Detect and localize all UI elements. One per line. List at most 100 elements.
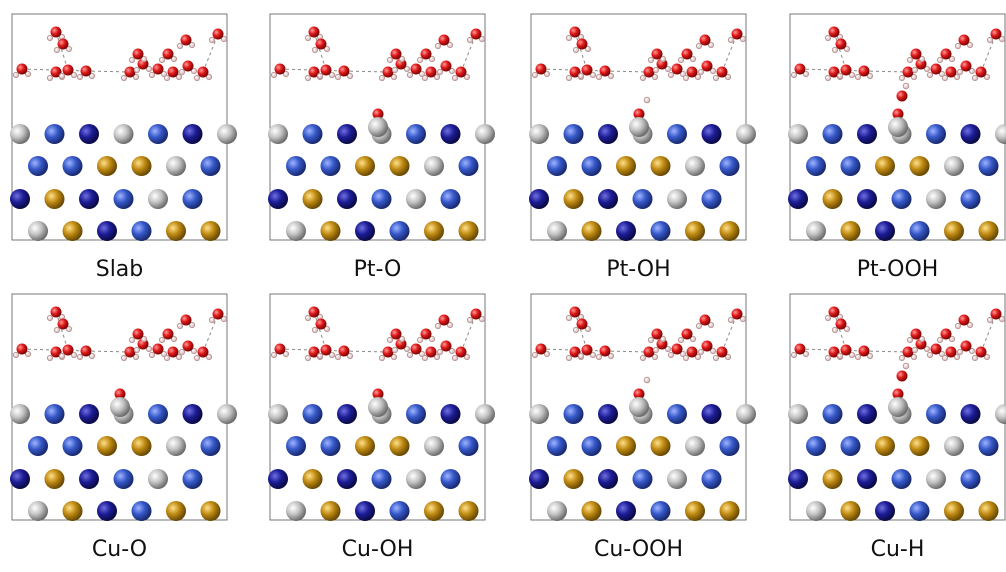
o-atom — [931, 344, 942, 355]
h-atom — [335, 74, 340, 79]
adsorbate-o — [897, 91, 908, 102]
o-atom — [931, 64, 942, 75]
h-atom — [566, 355, 571, 360]
metal-atom — [564, 469, 584, 489]
metal-atom — [651, 156, 671, 176]
site-atom — [629, 397, 649, 417]
metal-atom — [857, 189, 877, 209]
metal-atom — [616, 221, 636, 241]
o-atom — [339, 346, 350, 357]
h-atom — [59, 73, 64, 78]
h-atom — [698, 69, 703, 74]
structure-panel: Pt-OOH — [788, 14, 1006, 282]
h-atom — [678, 57, 683, 62]
h-atom — [392, 67, 397, 72]
h-atom — [13, 352, 18, 357]
metal-atom — [148, 404, 168, 424]
metal-atom — [79, 469, 99, 489]
metal-atom — [979, 221, 999, 241]
o-atom — [213, 29, 224, 40]
h-atom — [668, 72, 673, 77]
h-atom — [573, 327, 578, 332]
o-atom — [441, 61, 452, 72]
metal-atom — [944, 156, 964, 176]
metal-atom — [961, 469, 981, 489]
metal-atom — [582, 156, 602, 176]
o-atom — [456, 67, 467, 78]
metal-atom — [459, 436, 479, 456]
o-atom — [153, 64, 164, 75]
metal-atom — [372, 469, 392, 489]
metal-atom — [720, 156, 740, 176]
o-atom — [17, 64, 28, 75]
metal-atom — [372, 189, 392, 209]
h-atom — [379, 75, 384, 80]
o-atom — [275, 344, 286, 355]
o-atom — [911, 49, 922, 60]
h-atom — [159, 337, 164, 342]
metal-atom — [475, 404, 495, 424]
o-atom — [168, 67, 179, 78]
h-atom — [422, 355, 427, 360]
metal-atom — [841, 221, 861, 241]
structure-panel: Pt-OH — [529, 14, 756, 282]
metal-atom — [355, 501, 375, 521]
metal-atom — [875, 221, 895, 241]
h-atom — [957, 69, 962, 74]
o-atom — [991, 29, 1002, 40]
h-atom — [855, 354, 860, 359]
site-atom — [629, 117, 649, 137]
metal-atom — [268, 124, 288, 144]
o-atom — [339, 66, 350, 77]
o-atom — [795, 64, 806, 75]
metal-atom — [720, 221, 740, 241]
o-atom — [411, 344, 422, 355]
metal-atom — [979, 436, 999, 456]
h-atom — [121, 355, 126, 360]
o-atom — [181, 35, 192, 46]
metal-atom — [979, 156, 999, 176]
metal-atom — [114, 469, 134, 489]
h-atom — [825, 35, 830, 40]
metal-atom — [961, 189, 981, 209]
o-atom — [841, 345, 852, 356]
metal-atom — [582, 501, 602, 521]
o-atom — [163, 49, 174, 60]
metal-atom — [268, 404, 288, 424]
metal-atom — [217, 124, 237, 144]
metal-atom — [217, 404, 237, 424]
h-atom — [149, 72, 154, 77]
o-atom — [732, 29, 743, 40]
metal-atom — [28, 156, 48, 176]
structure-panel: Cu-OOH — [529, 294, 756, 562]
o-atom — [471, 29, 482, 40]
metal-atom — [651, 501, 671, 521]
h-atom — [899, 75, 904, 80]
o-atom — [859, 66, 870, 77]
o-atom — [903, 347, 914, 358]
h-atom — [728, 37, 733, 42]
o-atom — [125, 347, 136, 358]
o-atom — [941, 329, 952, 340]
metal-atom — [132, 221, 152, 241]
site-atom — [368, 397, 388, 417]
adsorbate-h — [644, 377, 650, 383]
metal-atom — [788, 404, 808, 424]
metal-atom — [10, 469, 30, 489]
metal-atom — [303, 189, 323, 209]
metal-atom — [63, 501, 83, 521]
h-atom — [467, 317, 472, 322]
h-atom — [957, 349, 962, 354]
metal-atom — [926, 469, 946, 489]
o-atom — [426, 347, 437, 358]
h-atom — [179, 69, 184, 74]
h-atom — [648, 337, 653, 342]
h-atom — [305, 75, 310, 80]
h-atom — [832, 47, 837, 52]
o-atom — [577, 39, 588, 50]
metal-atom — [97, 501, 117, 521]
o-atom — [829, 27, 840, 38]
metal-atom — [910, 501, 930, 521]
o-atom — [859, 346, 870, 357]
metal-atom — [806, 221, 826, 241]
